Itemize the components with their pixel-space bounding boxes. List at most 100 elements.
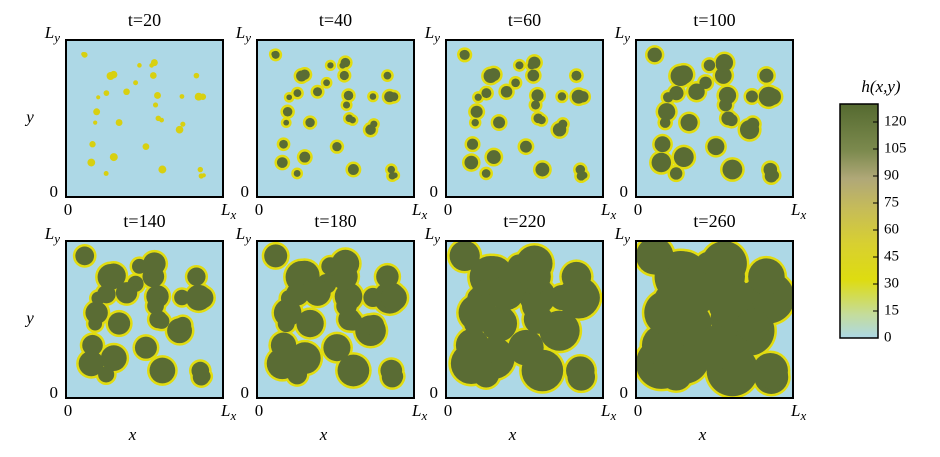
y-min-label: 0 (620, 182, 629, 201)
droplet (323, 79, 330, 87)
droplet (459, 49, 470, 60)
x-max-label-main: L (411, 200, 421, 219)
droplet (516, 245, 553, 282)
panel-frame (635, 240, 794, 399)
droplet (763, 162, 778, 177)
x-max-label-main: L (220, 401, 230, 420)
droplet (651, 152, 672, 173)
droplet (336, 295, 357, 317)
droplet (107, 312, 131, 335)
droplet (522, 292, 550, 320)
droplet (97, 264, 124, 290)
y-min-label: 0 (241, 383, 250, 402)
droplet (299, 151, 311, 163)
droplet (327, 62, 334, 69)
y-max-label-sub: y (432, 30, 440, 45)
panel-title: t=60 (508, 10, 541, 30)
x-axis-label: x (128, 425, 137, 444)
blobs (261, 241, 410, 390)
droplet (500, 86, 513, 98)
x-min-label: 0 (255, 401, 264, 420)
panel-title: t=260 (693, 211, 735, 231)
droplet (577, 91, 589, 103)
droplet (264, 244, 288, 268)
droplet (549, 311, 577, 339)
y-max-label: Ly (424, 23, 440, 45)
droplet (511, 78, 520, 88)
droplet (464, 155, 479, 170)
colorbar-tick-label: 60 (884, 221, 899, 237)
droplet (109, 153, 118, 162)
x-max-label: Lx (790, 401, 806, 423)
droplet (343, 101, 351, 109)
droplet (154, 92, 161, 99)
y-min-label: 0 (430, 182, 439, 201)
x-max-label-sub: x (420, 207, 427, 222)
droplet (644, 290, 690, 336)
droplet (647, 47, 662, 63)
x-max-label-sub: x (229, 207, 236, 222)
droplet (296, 70, 308, 82)
y-max-label-main: L (614, 224, 624, 243)
droplet (693, 325, 738, 370)
colorbar-tick-label: 30 (884, 275, 899, 291)
x-max-label-sub: x (229, 408, 236, 423)
droplet (347, 164, 359, 175)
droplet (340, 57, 351, 68)
y-axis-label: y (24, 308, 34, 327)
droplet (149, 72, 157, 79)
colorbar-tick-label: 45 (884, 248, 899, 264)
panel-title: t=100 (693, 10, 735, 30)
x-max-label-main: L (600, 200, 610, 219)
y-max-label-main: L (424, 224, 434, 243)
panel-frame (256, 39, 415, 198)
y-max-label-main: L (235, 23, 245, 42)
droplet (658, 103, 676, 121)
droplet (75, 246, 95, 266)
droplet (293, 170, 301, 177)
droplet (201, 173, 206, 178)
droplet (158, 165, 167, 174)
droplet (745, 90, 758, 103)
droplet (449, 241, 480, 271)
droplet (191, 361, 210, 380)
y-max-label: Ly (44, 23, 60, 45)
y-axis-label: y (24, 107, 34, 126)
droplet (370, 120, 378, 128)
x-max-label-sub: x (609, 408, 616, 423)
droplet (133, 80, 139, 86)
droplet (489, 275, 524, 310)
droplet (654, 136, 671, 153)
droplet (87, 158, 96, 167)
panel-frame (445, 39, 604, 198)
x-max-label-sub: x (799, 207, 806, 222)
x-min-label: 0 (64, 200, 73, 219)
droplet (391, 172, 398, 179)
droplet (89, 141, 96, 148)
droplet (752, 352, 788, 389)
panel-bg (66, 40, 223, 197)
colorbar-tick-label: 120 (884, 113, 907, 129)
droplet (134, 336, 157, 359)
droplet (78, 350, 104, 377)
y-min-label: 0 (241, 182, 250, 201)
panel-frame (445, 240, 604, 399)
droplet (387, 165, 396, 174)
blobs (268, 48, 401, 183)
panel-title: t=20 (128, 10, 161, 30)
droplet (93, 108, 101, 116)
droplet (192, 287, 214, 309)
droplet (363, 314, 385, 336)
x-max-label: Lx (600, 200, 616, 222)
droplet (174, 289, 190, 306)
droplet (180, 121, 186, 127)
x-max-label-main: L (220, 200, 230, 219)
x-max-label-main: L (790, 401, 800, 420)
droplet (143, 252, 166, 275)
droplet (764, 88, 781, 105)
droplet (531, 100, 541, 110)
y-max-label-main: L (44, 23, 54, 42)
droplet (103, 170, 109, 176)
y-max-label: Ly (424, 224, 440, 246)
